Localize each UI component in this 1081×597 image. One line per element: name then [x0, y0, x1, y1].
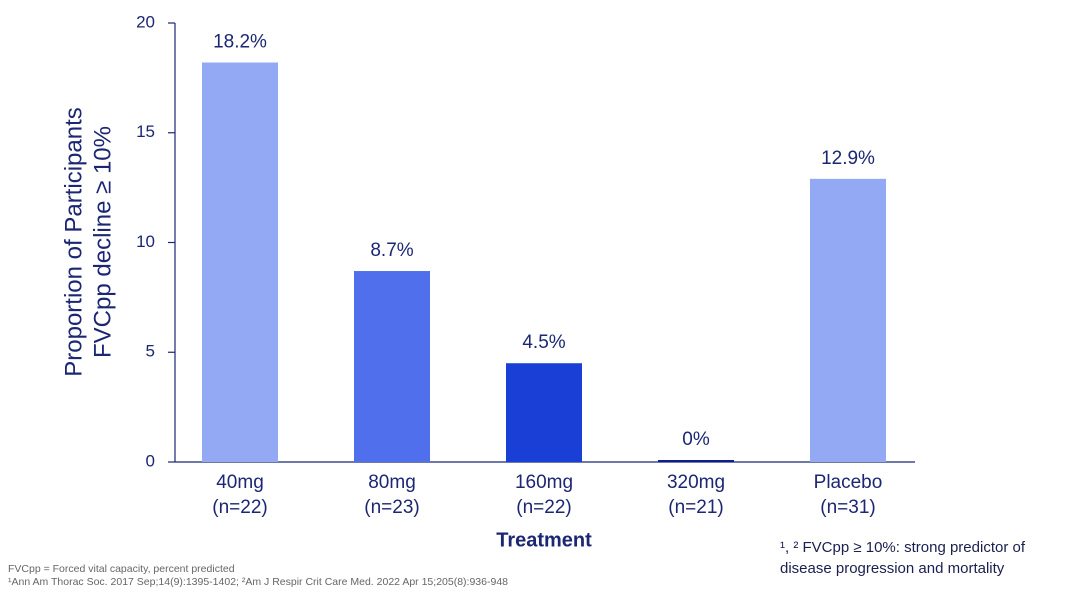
y-axis-title: FVCpp decline ≥ 10% — [89, 126, 116, 358]
y-axis-title: Proportion of Participants — [60, 107, 87, 376]
bar — [354, 271, 430, 462]
bar — [506, 363, 582, 462]
x-tick-label: (n=23) — [364, 497, 419, 518]
bar — [658, 460, 734, 462]
x-tick-label: (n=22) — [212, 497, 267, 518]
x-axis-title: Treatment — [496, 529, 592, 551]
x-tick-label: 80mg — [368, 472, 416, 493]
y-tick-label: 5 — [146, 342, 155, 361]
y-tick-label: 15 — [136, 122, 155, 141]
value-label: 0% — [682, 429, 710, 450]
x-tick-label: Placebo — [814, 472, 883, 493]
y-tick-label: 0 — [146, 451, 155, 470]
annotation: disease progression and mortality — [780, 560, 1005, 577]
annotation: ¹, ² FVCpp ≥ 10%: strong predictor of — [780, 539, 1026, 556]
x-tick-label: (n=31) — [820, 497, 875, 518]
bar — [202, 62, 278, 462]
x-tick-label: 320mg — [667, 472, 725, 493]
footnote: ¹Ann Am Thorac Soc. 2017 Sep;14(9):1395-… — [8, 576, 508, 588]
value-label: 4.5% — [522, 332, 565, 353]
x-tick-label: (n=21) — [668, 497, 723, 518]
value-label: 18.2% — [213, 32, 267, 53]
y-tick-label: 10 — [136, 232, 155, 251]
y-tick-label: 20 — [136, 12, 155, 31]
x-tick-label: 40mg — [216, 472, 264, 493]
bar — [810, 178, 886, 462]
value-label: 12.9% — [821, 148, 875, 169]
x-tick-label: (n=22) — [516, 497, 571, 518]
value-label: 8.7% — [370, 240, 413, 261]
footnote: FVCpp = Forced vital capacity, percent p… — [8, 563, 235, 575]
x-tick-label: 160mg — [515, 472, 573, 493]
